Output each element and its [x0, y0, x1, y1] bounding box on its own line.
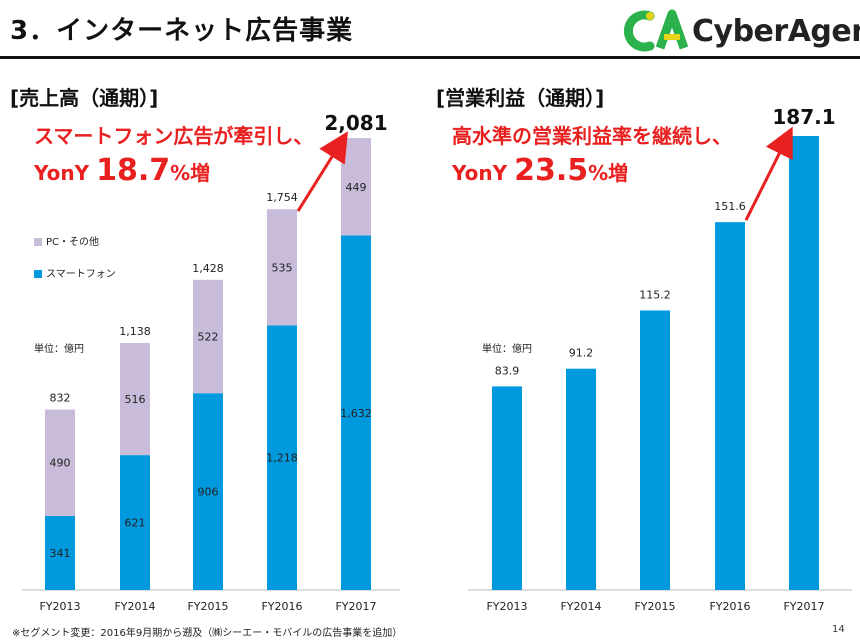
footnote: ※セグメント変更：2016年9月期から遡及（㈱シーエー・モバイルの広告事業を追加… [12, 628, 403, 639]
profit-x-tick: FY2015 [634, 600, 675, 613]
profit-callout-pct: %増 [588, 161, 629, 185]
sales-total-label: 832 [50, 392, 71, 405]
profit-value-label: 83.9 [495, 364, 520, 377]
profit-value-label: 115.2 [639, 288, 671, 301]
profit-callout-value: 23.5 [514, 153, 589, 188]
sales-section-label: [売上高（通期）] [10, 86, 159, 110]
profit-callout-line1: 高水準の営業利益率を継続し、 [452, 124, 732, 148]
sales-chart: 341 490 832 FY2013 621 516 1,138 FY2014 906 522 1,… [22, 111, 400, 613]
sales-x-tick: FY2014 [114, 600, 155, 613]
sales-growth-arrow-icon [296, 131, 348, 212]
sales-label-smartphone: 341 [50, 547, 71, 560]
sales-x-tick: FY2017 [335, 600, 376, 613]
sales-x-tick: FY2016 [261, 600, 302, 613]
sales-callout-line2: YonY 18.7%増 [34, 153, 313, 188]
sales-x-tick: FY2015 [187, 600, 228, 613]
profit-unit-label: 単位：億円 [482, 344, 532, 355]
profit-callout: 高水準の営業利益率を継続し、 YonY 23.5%増 [452, 120, 732, 188]
legend-swatch-smartphone [34, 270, 42, 278]
sales-bar-pc [267, 209, 297, 326]
sales-bar-smartphone [341, 235, 371, 590]
sales-label-smartphone: 1,632 [340, 407, 372, 420]
sales-callout-prefix: YonY [34, 161, 97, 185]
profit-callout-prefix: YonY [452, 161, 515, 185]
page-number: 14 [832, 624, 845, 635]
sales-total-label: 1,428 [192, 262, 224, 275]
sales-label-pc: 522 [198, 331, 219, 344]
logo-text: CyberAgent. [692, 14, 860, 49]
legend-swatch-pc [34, 238, 42, 246]
legend-item-smartphone: スマートフォン [34, 265, 116, 280]
profit-bar [566, 368, 596, 590]
sales-callout-value: 18.7 [96, 153, 171, 188]
sales-bar-smartphone [120, 455, 150, 590]
ca-logo-mark-icon [624, 9, 689, 52]
sales-bar-pc [120, 343, 150, 456]
sales-bar-pc [193, 279, 223, 394]
legend-label-smartphone: スマートフォン [46, 269, 116, 280]
profit-value-label: 151.6 [714, 200, 746, 213]
sales-bar-pc [45, 409, 75, 516]
sales-bar-smartphone [193, 393, 223, 590]
profit-section-label: [営業利益（通期）] [436, 86, 605, 110]
legend-label-pc: PC・その他 [46, 237, 100, 248]
sales-label-pc: 535 [272, 261, 293, 274]
sales-callout-pct: %増 [170, 161, 211, 185]
sales-label-pc: 449 [346, 181, 367, 194]
title-divider [0, 56, 860, 59]
sales-unit-label: 単位：億円 [34, 344, 84, 355]
sales-label-pc: 516 [125, 393, 146, 406]
profit-growth-arrow-icon [744, 126, 793, 221]
sales-bar-smartphone [267, 325, 297, 590]
sales-label-smartphone: 1,218 [266, 452, 298, 465]
profit-callout-line2: YonY 23.5%増 [452, 153, 732, 188]
profit-value-label: 91.2 [569, 347, 594, 360]
legend-item-pc: PC・その他 [34, 233, 99, 248]
sales-label-pc: 490 [50, 457, 71, 470]
page-title: 3．インターネット広告事業 [10, 16, 354, 46]
profit-value-label: 187.1 [772, 105, 835, 129]
sales-bar-smartphone [45, 515, 75, 590]
profit-bar [715, 222, 745, 590]
sales-callout: スマートフォン広告が牽引し、 YonY 18.7%増 [34, 120, 313, 188]
profit-bar [640, 310, 670, 590]
profit-x-tick: FY2016 [709, 600, 750, 613]
cyberagent-logo [624, 9, 689, 52]
sales-x-tick: FY2013 [39, 600, 80, 613]
profit-x-tick: FY2013 [486, 600, 527, 613]
profit-bar [492, 386, 522, 590]
sales-label-smartphone: 621 [125, 517, 146, 530]
sales-total-label: 2,081 [324, 111, 387, 135]
profit-x-tick: FY2017 [783, 600, 824, 613]
profit-x-tick: FY2014 [560, 600, 601, 613]
profit-bar [789, 136, 819, 590]
sales-label-smartphone: 906 [198, 486, 219, 499]
sales-total-label: 1,754 [266, 191, 298, 204]
sales-callout-line1: スマートフォン広告が牽引し、 [34, 124, 314, 148]
sales-total-label: 1,138 [119, 325, 151, 338]
profit-chart: 83.9 FY2013 91.2 FY2014 115.2 FY2015 151.6 FY20… [468, 105, 852, 613]
